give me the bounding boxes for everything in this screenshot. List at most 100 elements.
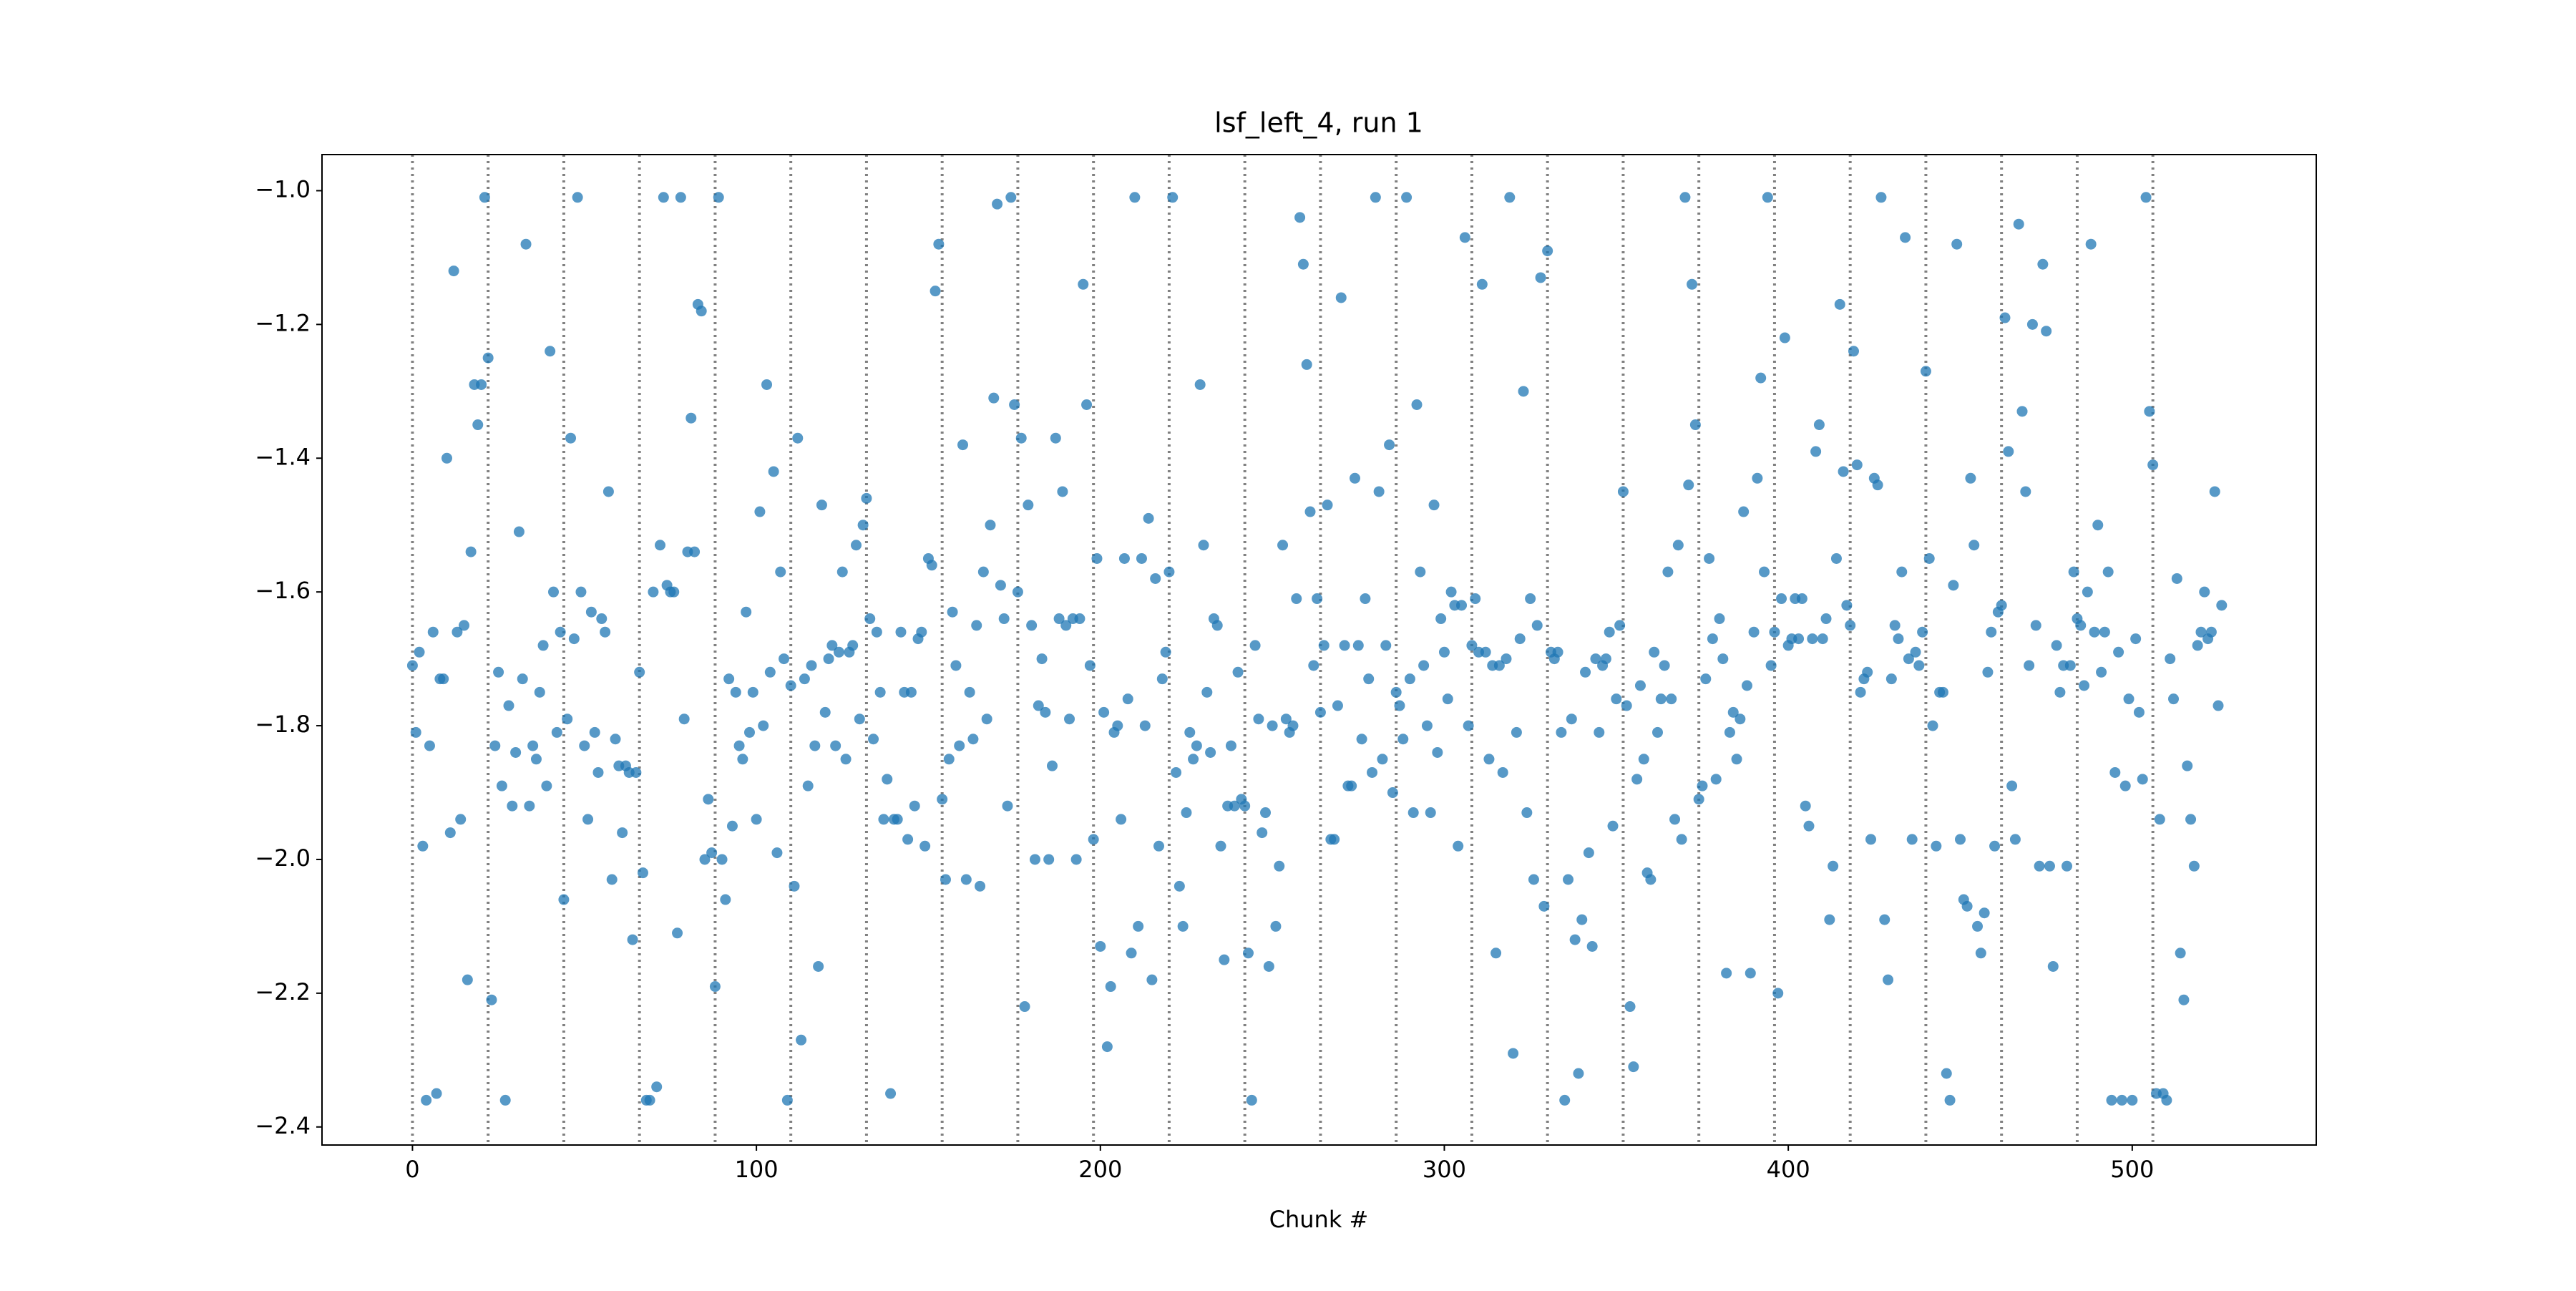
point bbox=[547, 586, 559, 598]
point bbox=[1917, 626, 1928, 638]
point bbox=[2079, 680, 2090, 691]
point bbox=[1493, 660, 1505, 671]
point bbox=[1239, 800, 1251, 812]
point bbox=[1466, 640, 1478, 651]
point bbox=[1294, 212, 1306, 223]
axes-frame bbox=[321, 154, 2317, 1146]
point bbox=[1287, 720, 1299, 731]
point bbox=[930, 286, 941, 297]
point bbox=[1129, 192, 1141, 203]
plot-area bbox=[406, 155, 2228, 1145]
point bbox=[406, 660, 418, 671]
point bbox=[1796, 593, 1807, 605]
point bbox=[1828, 860, 1839, 872]
point bbox=[1171, 766, 1182, 778]
point bbox=[2075, 620, 2087, 631]
point bbox=[789, 880, 800, 892]
point bbox=[1491, 947, 1502, 959]
point bbox=[555, 626, 566, 638]
point bbox=[2096, 666, 2107, 678]
point bbox=[696, 306, 707, 317]
point bbox=[1975, 947, 1986, 959]
point bbox=[943, 754, 955, 765]
point bbox=[1927, 720, 1938, 731]
point bbox=[1941, 1068, 1952, 1079]
point bbox=[1525, 593, 1536, 605]
point bbox=[1903, 653, 1914, 665]
point bbox=[1590, 653, 1601, 665]
point bbox=[885, 1088, 897, 1099]
point bbox=[479, 192, 490, 203]
point bbox=[1126, 947, 1137, 959]
point bbox=[1893, 633, 1904, 645]
point bbox=[909, 800, 920, 812]
point bbox=[596, 613, 608, 625]
point bbox=[2161, 1094, 2172, 1106]
y-tick-label: −1.4 bbox=[255, 443, 311, 470]
point bbox=[1057, 486, 1068, 497]
chart-title: lsf_left_4, run 1 bbox=[1214, 107, 1423, 139]
point bbox=[975, 880, 986, 892]
point bbox=[1297, 258, 1309, 270]
point bbox=[1710, 774, 1722, 785]
point bbox=[1136, 552, 1147, 564]
point bbox=[775, 566, 786, 578]
point bbox=[1923, 552, 1935, 564]
point bbox=[1043, 854, 1055, 865]
point bbox=[1920, 366, 1931, 377]
point bbox=[1755, 372, 1767, 384]
point bbox=[1456, 600, 1468, 611]
point bbox=[1841, 600, 1853, 611]
point bbox=[2054, 686, 2066, 698]
point bbox=[2020, 486, 2031, 497]
point bbox=[1638, 754, 1649, 765]
point bbox=[1556, 726, 1567, 738]
point bbox=[417, 840, 429, 852]
point bbox=[1249, 640, 1261, 651]
point bbox=[2109, 766, 2121, 778]
point bbox=[1163, 566, 1175, 578]
point bbox=[1772, 988, 1784, 999]
point bbox=[530, 754, 542, 765]
point bbox=[1088, 834, 1099, 845]
point bbox=[1064, 713, 1075, 725]
point bbox=[1700, 673, 1712, 685]
point bbox=[1029, 854, 1040, 865]
point bbox=[874, 686, 886, 698]
point bbox=[507, 800, 518, 812]
point bbox=[689, 546, 701, 557]
point bbox=[761, 379, 773, 390]
point bbox=[2185, 814, 2197, 825]
point bbox=[1308, 660, 1319, 671]
point bbox=[1023, 500, 1034, 511]
point bbox=[737, 754, 748, 765]
point bbox=[995, 580, 1006, 591]
point bbox=[1377, 754, 1388, 765]
point bbox=[916, 626, 927, 638]
point bbox=[1666, 693, 1677, 705]
point bbox=[1501, 653, 1512, 665]
point bbox=[1948, 580, 1959, 591]
point bbox=[2030, 620, 2041, 631]
point bbox=[813, 960, 824, 972]
point bbox=[1081, 399, 1093, 411]
point bbox=[1580, 666, 1591, 678]
point bbox=[1803, 820, 1815, 832]
point bbox=[568, 633, 580, 645]
point bbox=[799, 673, 810, 685]
point bbox=[1263, 960, 1274, 972]
point bbox=[882, 774, 893, 785]
point bbox=[455, 814, 467, 825]
point bbox=[1776, 593, 1787, 605]
point bbox=[520, 238, 532, 250]
point bbox=[2212, 700, 2224, 711]
point bbox=[926, 560, 937, 571]
point bbox=[2047, 960, 2059, 972]
point bbox=[1813, 419, 1825, 431]
point bbox=[878, 814, 889, 825]
point bbox=[796, 1034, 807, 1046]
point bbox=[847, 640, 859, 651]
point bbox=[1559, 1094, 1571, 1106]
point bbox=[1291, 593, 1302, 605]
point bbox=[499, 1094, 511, 1106]
